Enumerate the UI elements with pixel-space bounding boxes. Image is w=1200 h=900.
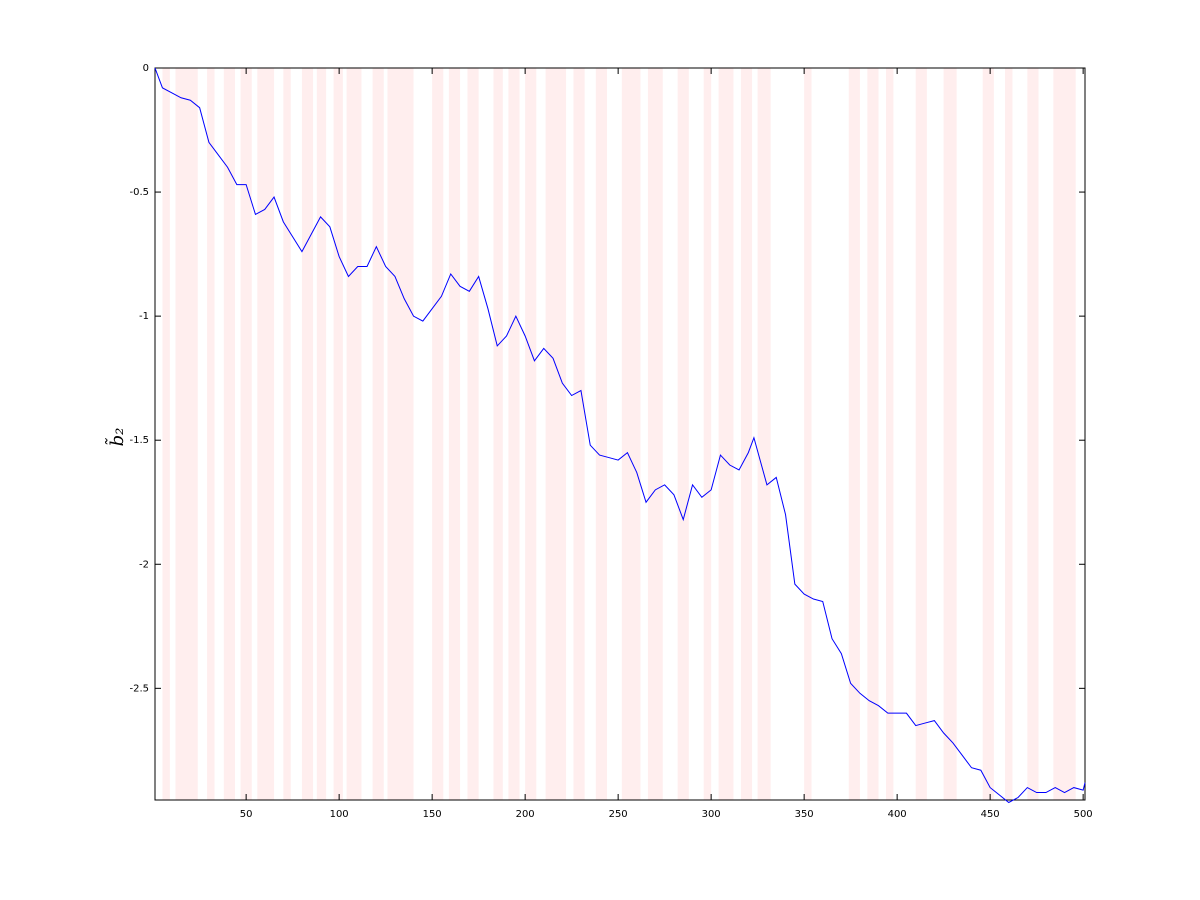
shaded-span (1027, 68, 1039, 800)
x-tick-label: 350 (795, 809, 814, 820)
shaded-span (448, 68, 461, 800)
shaded-span (346, 68, 362, 800)
x-tick-label: 400 (888, 809, 907, 820)
shaded-span (677, 68, 689, 800)
x-tick-label: 100 (330, 809, 349, 820)
shaded-span (703, 68, 712, 800)
shaded-span (545, 68, 567, 800)
shaded-span (467, 68, 479, 800)
shaded-span (1053, 68, 1076, 800)
axes-box (154, 67, 1086, 801)
shaded-span (162, 68, 170, 800)
shaded-span (848, 68, 860, 800)
shaded-span (573, 68, 585, 800)
shaded-span (1005, 68, 1013, 800)
y-tick-label: -2 (139, 559, 149, 570)
shaded-span (595, 68, 607, 800)
y-tick-label: -2.5 (129, 683, 149, 694)
x-tick-label: 150 (423, 809, 442, 820)
shaded-span (867, 68, 879, 800)
shaded-span (223, 68, 235, 800)
shaded-span (885, 68, 894, 800)
shaded-span (508, 68, 520, 800)
shaded-span (316, 68, 327, 800)
shaded-span (333, 68, 343, 800)
shaded-span (432, 68, 444, 800)
x-tick-label: 300 (702, 809, 721, 820)
shaded-span (525, 68, 537, 800)
shaded-span (621, 68, 641, 800)
y-tick-label: -1.5 (129, 435, 149, 446)
data-line (154, 67, 1086, 804)
shaded-span (175, 68, 198, 800)
x-tick-label: 200 (516, 809, 535, 820)
shaded-span (257, 68, 275, 800)
shaded-span (740, 68, 753, 800)
shaded-span (647, 68, 663, 800)
shaded-span (493, 68, 503, 800)
y-axis-label: b̃₂ (105, 428, 128, 447)
x-tick-label: 250 (609, 809, 628, 820)
shaded-span (757, 68, 771, 800)
shaded-span (915, 68, 927, 800)
shaded-span (207, 68, 215, 800)
shaded-span (240, 68, 252, 800)
y-tick-label: -0.5 (129, 187, 149, 198)
shaded-span (283, 68, 291, 800)
x-tick-label: 450 (981, 809, 1000, 820)
shaded-span (943, 68, 957, 800)
shaded-span (387, 68, 414, 800)
shaded-span (718, 68, 734, 800)
shaded-span (372, 68, 384, 800)
shaded-span (301, 68, 314, 800)
shaded-span (982, 68, 994, 800)
x-tick-label: 500 (1074, 809, 1093, 820)
shaded-span (804, 68, 812, 800)
y-tick-label: 0 (143, 63, 149, 74)
y-tick-label: -1 (139, 311, 149, 322)
x-tick-label: 50 (240, 809, 253, 820)
